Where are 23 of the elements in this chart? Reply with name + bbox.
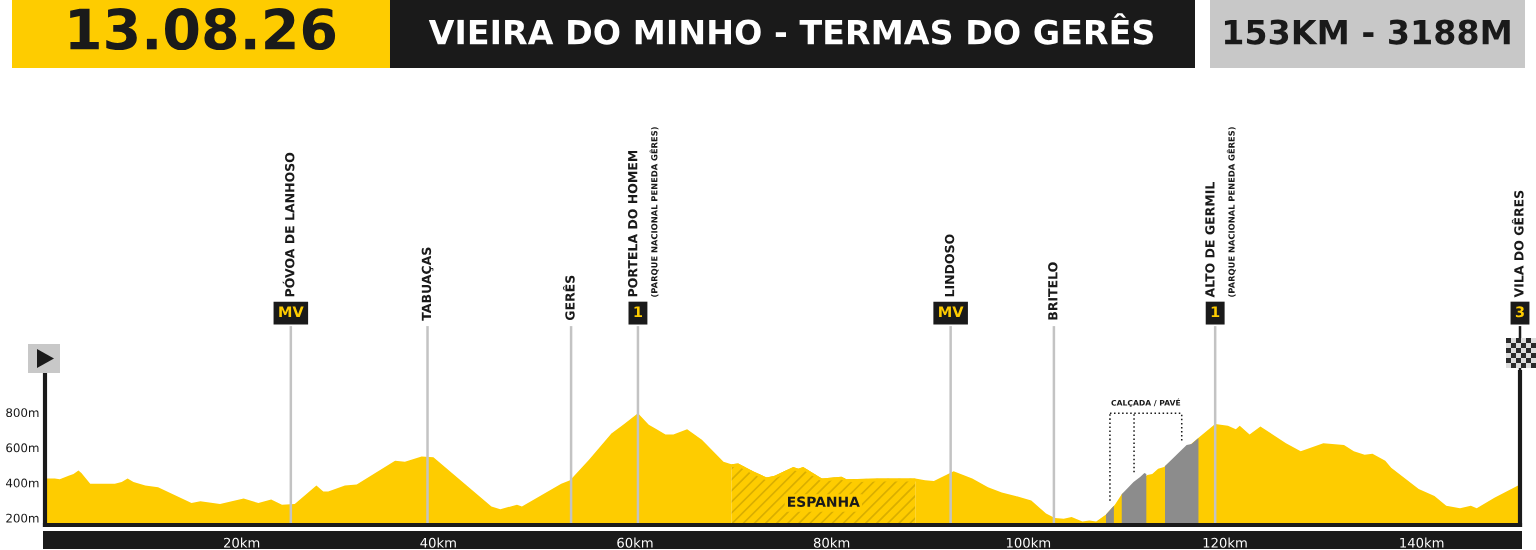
chart-title: VIEIRA DO MINHO - TERMAS DO GERÊS bbox=[428, 13, 1153, 45]
ref-line-label: GERÊS bbox=[562, 275, 575, 321]
text: LINDOSO MV bbox=[939, 234, 964, 318]
y-tick-label: 400m bbox=[5, 478, 39, 488]
y-tick-label: 200m bbox=[6, 513, 39, 523]
ref-line-label: BRITELO bbox=[1048, 262, 1058, 320]
y-tick-label: 800m bbox=[6, 408, 39, 418]
x-tick-label: 80km bbox=[813, 537, 850, 548]
band-label: ESPANHA bbox=[788, 496, 860, 507]
x-tick-label: 100km bbox=[1006, 537, 1051, 548]
x-tick-label: 140km bbox=[1400, 537, 1444, 548]
y-tick-label: 600m bbox=[6, 443, 39, 453]
text: PÓVOA DE LANHOSO MV bbox=[279, 152, 304, 318]
x-tick-label: 60km bbox=[617, 537, 653, 548]
text: PORTELA DO HOMEM (PARQUE NACIONAL PENEDA GÊRES) 1 bbox=[627, 127, 659, 318]
text: ALTO DE GERMIL (PARQUE NACIONAL PENEDA GÊRES) 1 bbox=[1205, 127, 1236, 318]
x-tick-label: 120km bbox=[1203, 537, 1247, 548]
x-tick-label: 20km bbox=[223, 537, 260, 548]
text: VILA DO GÊRES 3 bbox=[1511, 190, 1524, 318]
ref-line-label: TABUAÇAS bbox=[421, 247, 434, 321]
x-tick-label: 40km bbox=[420, 537, 456, 548]
text: 13.08.26 bbox=[70, 8, 336, 51]
chart-subtitle: 153KM - 3188M bbox=[1224, 19, 1510, 45]
